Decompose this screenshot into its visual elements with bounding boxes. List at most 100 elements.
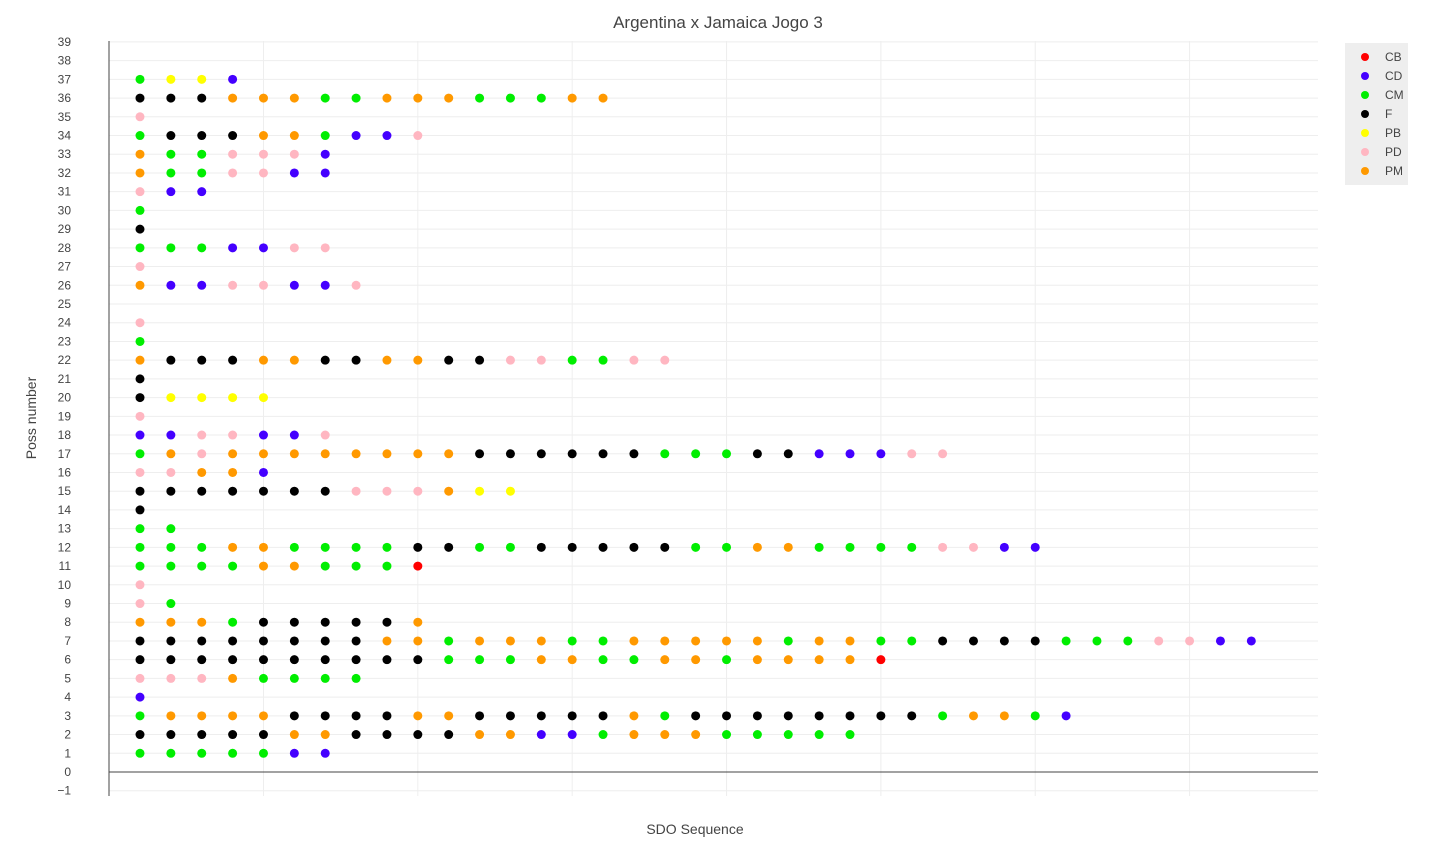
data-point[interactable] — [382, 711, 392, 721]
data-point[interactable] — [475, 93, 485, 103]
data-point[interactable] — [258, 93, 268, 103]
data-point[interactable] — [629, 355, 639, 365]
data-points[interactable] — [135, 74, 1256, 758]
data-point[interactable] — [351, 636, 361, 646]
data-point[interactable] — [660, 711, 670, 721]
data-point[interactable] — [938, 711, 948, 721]
data-point[interactable] — [382, 131, 392, 141]
data-point[interactable] — [166, 149, 176, 159]
data-point[interactable] — [320, 131, 330, 141]
data-point[interactable] — [413, 730, 423, 740]
data-point[interactable] — [166, 131, 176, 141]
data-point[interactable] — [197, 449, 207, 459]
data-point[interactable] — [351, 131, 361, 141]
data-point[interactable] — [258, 243, 268, 253]
data-point[interactable] — [197, 655, 207, 665]
data-point[interactable] — [258, 711, 268, 721]
data-point[interactable] — [289, 542, 299, 552]
data-point[interactable] — [629, 449, 639, 459]
data-point[interactable] — [228, 430, 238, 440]
data-point[interactable] — [783, 655, 793, 665]
data-point[interactable] — [722, 636, 732, 646]
legend-marker[interactable] — [1361, 91, 1369, 99]
data-point[interactable] — [382, 355, 392, 365]
data-point[interactable] — [382, 93, 392, 103]
data-point[interactable] — [567, 655, 577, 665]
data-point[interactable] — [382, 449, 392, 459]
data-point[interactable] — [228, 149, 238, 159]
legend-label[interactable]: PB — [1385, 126, 1401, 140]
data-point[interactable] — [320, 711, 330, 721]
data-point[interactable] — [320, 93, 330, 103]
data-point[interactable] — [876, 655, 886, 665]
data-point[interactable] — [444, 655, 454, 665]
data-point[interactable] — [968, 542, 978, 552]
data-point[interactable] — [351, 486, 361, 496]
data-point[interactable] — [135, 561, 145, 571]
data-point[interactable] — [135, 711, 145, 721]
data-point[interactable] — [999, 711, 1009, 721]
data-point[interactable] — [197, 149, 207, 159]
data-point[interactable] — [289, 280, 299, 290]
data-point[interactable] — [1185, 636, 1195, 646]
legend-label[interactable]: CD — [1385, 69, 1403, 83]
data-point[interactable] — [166, 355, 176, 365]
data-point[interactable] — [413, 542, 423, 552]
data-point[interactable] — [228, 168, 238, 178]
data-point[interactable] — [938, 636, 948, 646]
data-point[interactable] — [228, 467, 238, 477]
data-point[interactable] — [536, 355, 546, 365]
legend-marker[interactable] — [1361, 148, 1369, 156]
data-point[interactable] — [382, 561, 392, 571]
data-point[interactable] — [258, 542, 268, 552]
data-point[interactable] — [197, 730, 207, 740]
legend-label[interactable]: F — [1385, 107, 1392, 121]
data-point[interactable] — [289, 636, 299, 646]
data-point[interactable] — [382, 542, 392, 552]
data-point[interactable] — [258, 655, 268, 665]
data-point[interactable] — [351, 561, 361, 571]
data-point[interactable] — [320, 673, 330, 683]
data-point[interactable] — [166, 542, 176, 552]
data-point[interactable] — [660, 655, 670, 665]
data-point[interactable] — [197, 430, 207, 440]
data-point[interactable] — [320, 449, 330, 459]
data-point[interactable] — [258, 149, 268, 159]
data-point[interactable] — [876, 636, 886, 646]
data-point[interactable] — [228, 93, 238, 103]
data-point[interactable] — [258, 561, 268, 571]
data-point[interactable] — [413, 655, 423, 665]
data-point[interactable] — [258, 467, 268, 477]
data-point[interactable] — [197, 617, 207, 627]
data-point[interactable] — [320, 561, 330, 571]
data-point[interactable] — [691, 730, 701, 740]
data-point[interactable] — [258, 449, 268, 459]
data-point[interactable] — [598, 93, 608, 103]
data-point[interactable] — [320, 430, 330, 440]
data-point[interactable] — [536, 730, 546, 740]
data-point[interactable] — [536, 449, 546, 459]
data-point[interactable] — [598, 542, 608, 552]
data-point[interactable] — [413, 711, 423, 721]
data-point[interactable] — [197, 280, 207, 290]
data-point[interactable] — [258, 430, 268, 440]
data-point[interactable] — [135, 748, 145, 758]
data-point[interactable] — [135, 262, 145, 272]
data-point[interactable] — [197, 93, 207, 103]
data-point[interactable] — [135, 692, 145, 702]
data-point[interactable] — [135, 355, 145, 365]
data-point[interactable] — [629, 655, 639, 665]
data-point[interactable] — [567, 730, 577, 740]
data-point[interactable] — [228, 243, 238, 253]
data-point[interactable] — [475, 730, 485, 740]
data-point[interactable] — [351, 617, 361, 627]
data-point[interactable] — [722, 655, 732, 665]
data-point[interactable] — [197, 74, 207, 84]
data-point[interactable] — [814, 655, 824, 665]
data-point[interactable] — [166, 187, 176, 197]
data-point[interactable] — [814, 542, 824, 552]
data-point[interactable] — [444, 542, 454, 552]
data-point[interactable] — [382, 617, 392, 627]
data-point[interactable] — [722, 449, 732, 459]
